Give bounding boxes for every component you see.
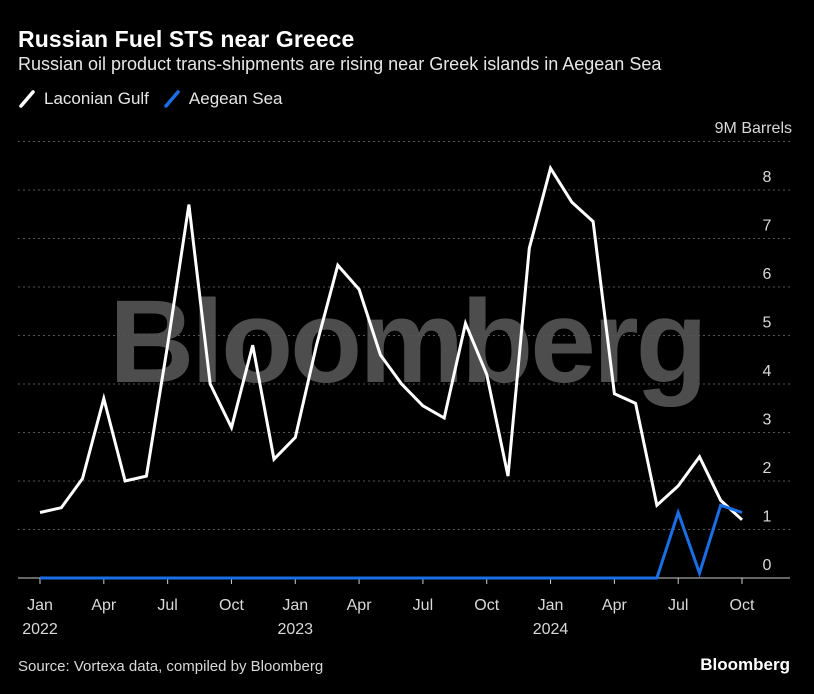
x-tick-label: Apr xyxy=(602,597,628,614)
x-tick-year-label: 2022 xyxy=(22,621,58,638)
x-tick-label: Jan xyxy=(538,597,564,614)
x-tick-year-label: 2024 xyxy=(533,621,569,638)
legend: Laconian Gulf Aegean Sea xyxy=(18,89,297,109)
legend-swatch-aegean xyxy=(164,90,180,108)
x-tick-label: Oct xyxy=(219,597,244,614)
y-tick-label: 6 xyxy=(763,266,772,283)
x-tick-year-label: 2023 xyxy=(277,621,313,638)
x-tick-label: Jul xyxy=(157,597,177,614)
y-tick-label: 5 xyxy=(763,315,772,332)
y-tick-label: 1 xyxy=(763,509,772,526)
bloomberg-logo: Bloomberg xyxy=(700,655,790,674)
legend-item-laconian: Laconian Gulf xyxy=(18,89,149,109)
legend-label-laconian: Laconian Gulf xyxy=(44,89,149,108)
y-tick-label: 7 xyxy=(763,218,772,235)
series-line-laconian-gulf xyxy=(39,164,744,521)
x-tick-label: Jan xyxy=(27,597,53,614)
y-tick-label: 3 xyxy=(763,412,772,429)
y-tick-label: 4 xyxy=(763,363,772,380)
x-tick-label: Apr xyxy=(347,597,373,614)
series-line-aegean-sea xyxy=(40,503,743,580)
y-tick-label: 2 xyxy=(763,460,772,477)
x-tick-label: Oct xyxy=(474,597,499,614)
legend-swatch-laconian xyxy=(19,90,35,108)
source-note: Source: Vortexa data, compiled by Bloomb… xyxy=(18,658,324,675)
y-tick-label: 8 xyxy=(763,169,772,186)
x-tick-label: Apr xyxy=(91,597,117,614)
x-tick-label: Jul xyxy=(668,597,688,614)
x-tick-label: Oct xyxy=(730,597,755,614)
legend-item-aegean: Aegean Sea xyxy=(163,89,283,109)
chart-title: Russian Fuel STS near Greece xyxy=(18,26,355,52)
x-tick-label: Jan xyxy=(282,597,308,614)
legend-label-aegean: Aegean Sea xyxy=(188,89,283,108)
chart-subtitle: Russian oil product trans-shipments are … xyxy=(18,54,662,74)
x-tick-label: Jul xyxy=(413,597,433,614)
y-axis-label: 9M Barrels xyxy=(715,120,792,137)
y-tick-label: 0 xyxy=(763,557,772,574)
